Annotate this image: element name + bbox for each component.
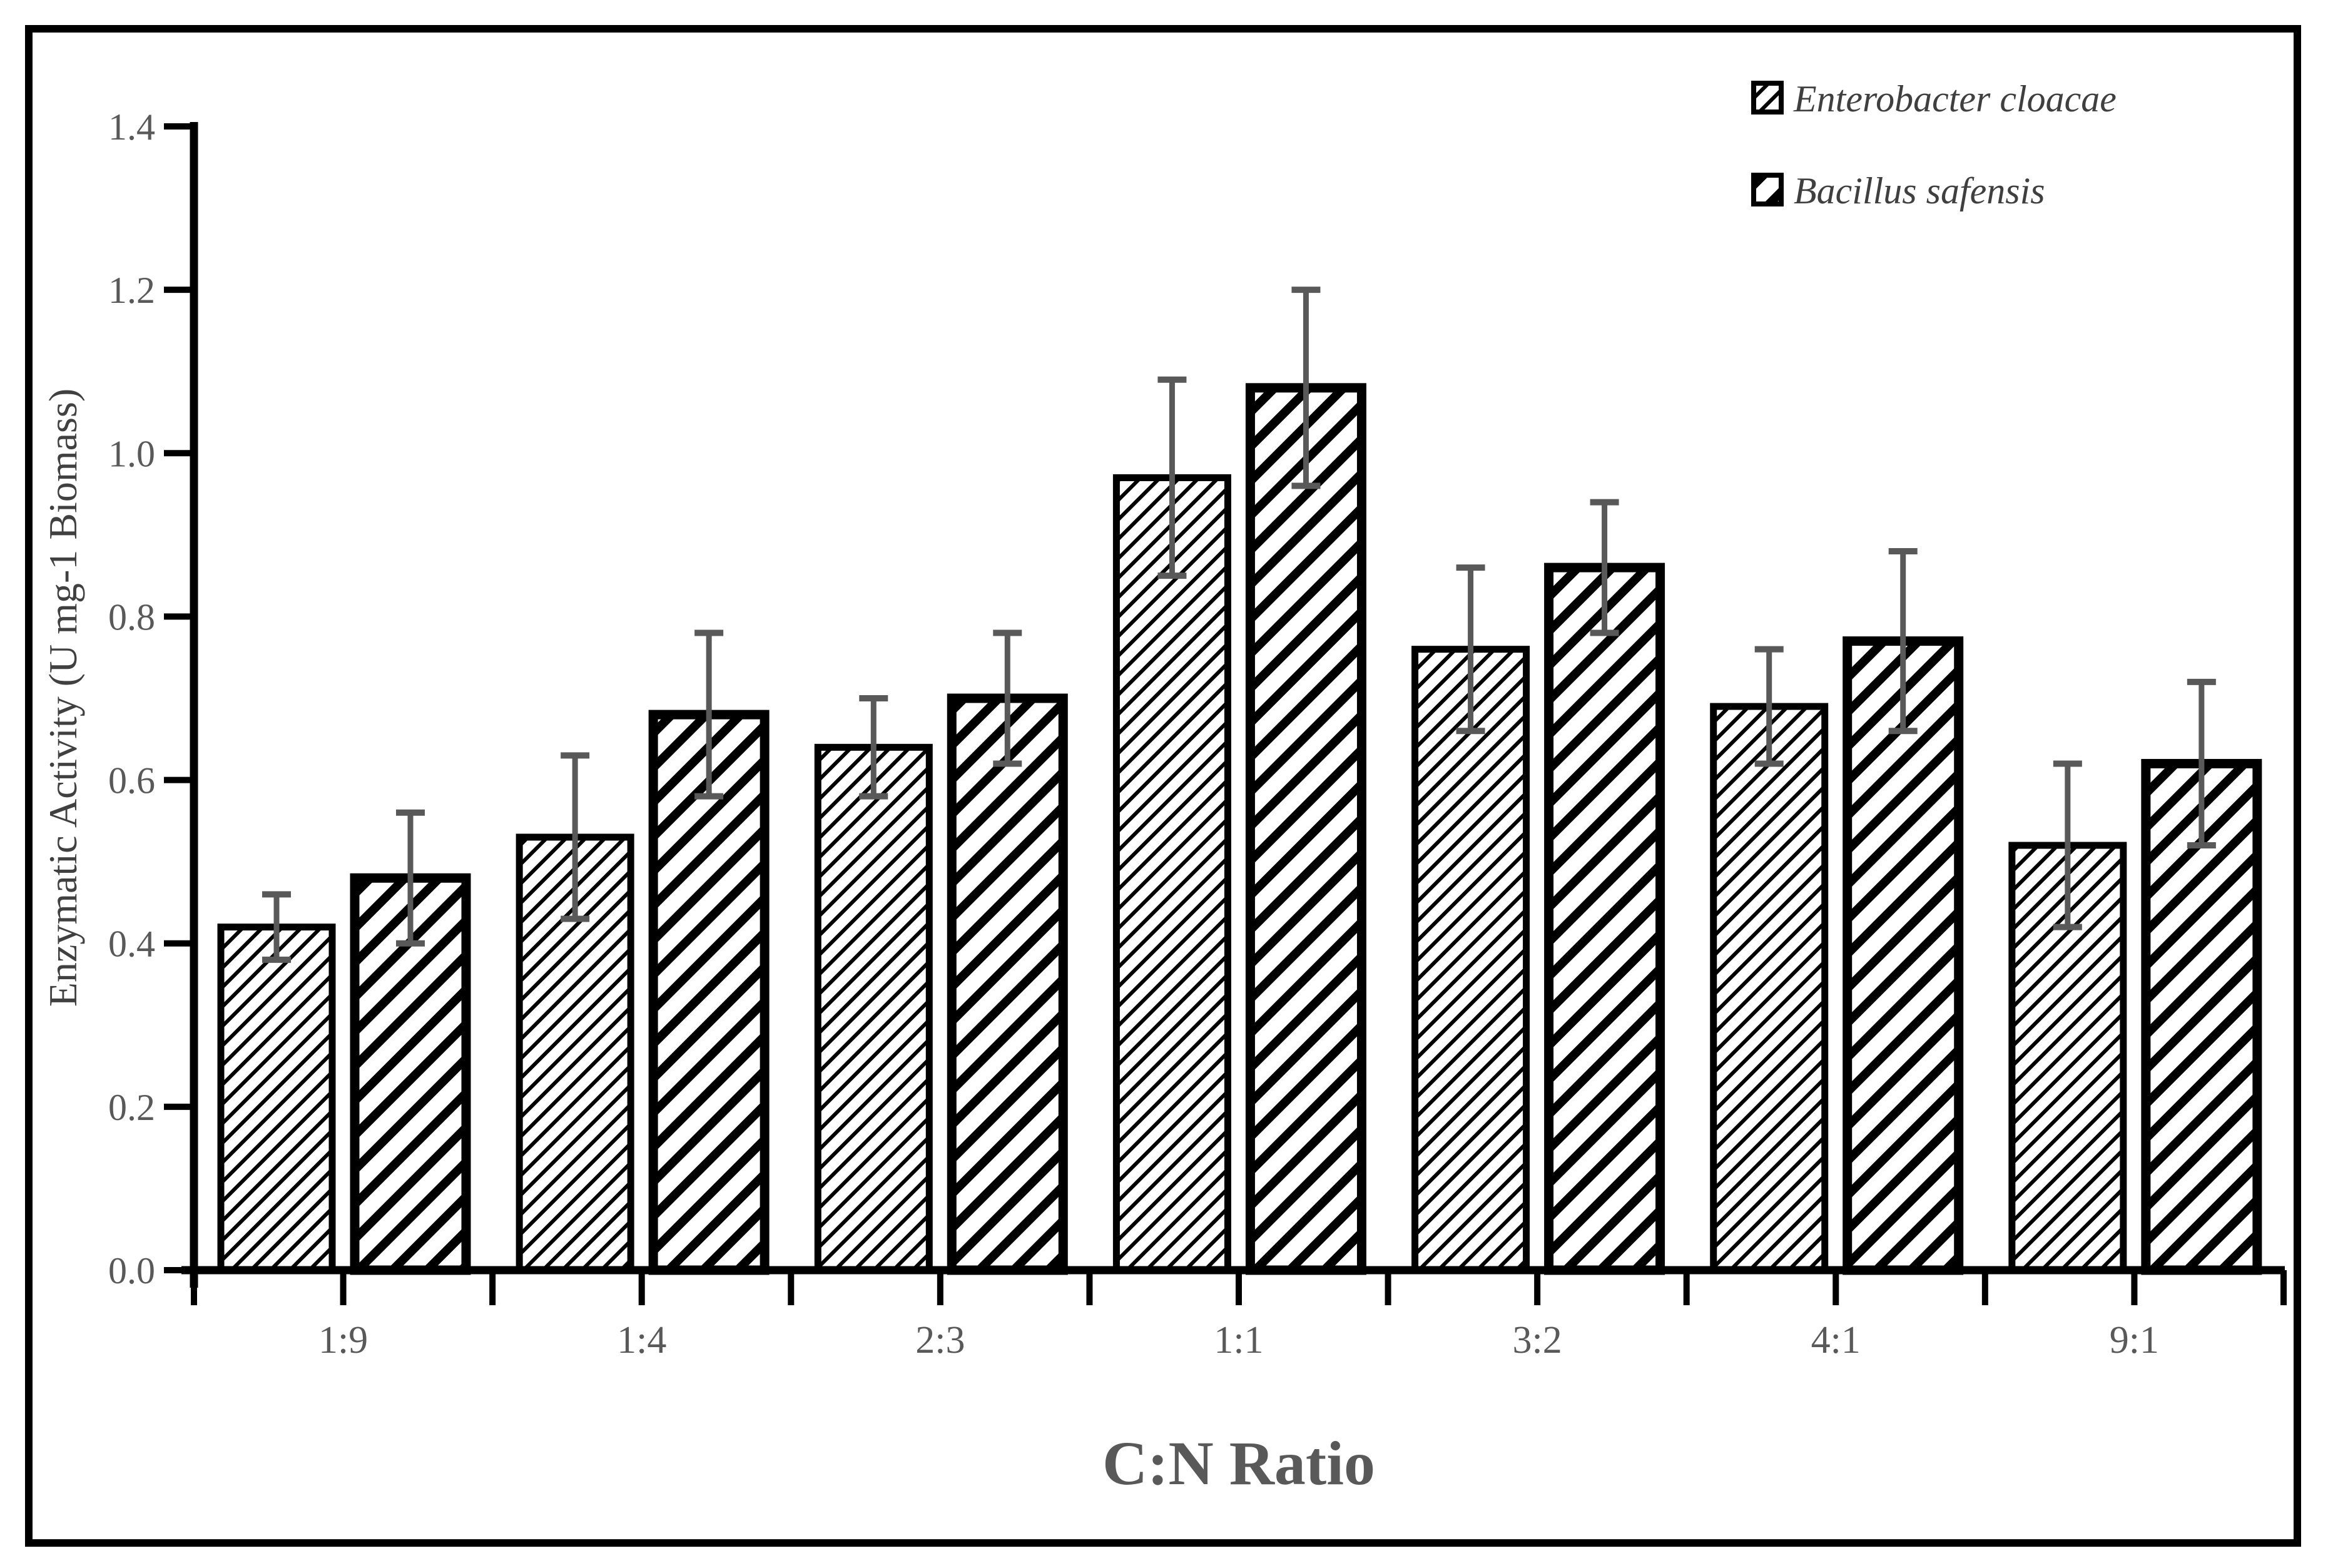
x-axis-title: C:N Ratio — [1102, 1428, 1375, 1498]
y-axis-title: Enzymatic Activity (U mg-1 Biomass) — [41, 389, 85, 1007]
bar-3:2-series1 — [1544, 563, 1665, 1275]
legend: Enterobacter cloacae Bacillus safensis — [1751, 78, 2117, 211]
legend-item-enterobacter: Enterobacter cloacae — [1751, 78, 2117, 120]
axes-group: 0.0 0.2 0.4 0.6 0.8 1.0 1.2 1.4 1:9 1:4 2:3 1:1 3:2 4… — [108, 106, 2287, 1362]
bar-2:3-series1 — [947, 693, 1068, 1275]
bar-2:3-series0 — [814, 743, 933, 1274]
legend-item-bacillus: Bacillus safensis — [1751, 170, 2045, 211]
y-tick-label: 0.8 — [108, 596, 155, 638]
x-category-label: 1:9 — [318, 1319, 368, 1362]
legend-marker-fine-hatch-icon — [1751, 81, 1784, 115]
x-category-label: 1:4 — [617, 1319, 666, 1362]
bar-1:9-series0 — [217, 924, 336, 1274]
bar-4:1-series1 — [1843, 636, 1964, 1275]
error-bars-group — [262, 287, 2216, 963]
bar-4:1-series0 — [1710, 703, 1829, 1274]
y-tick-label: 1.0 — [108, 433, 155, 474]
y-tick-label: 0.4 — [108, 924, 155, 965]
legend-marker-wide-hatch-icon — [1751, 173, 1784, 206]
legend-label-enterobacter: Enterobacter cloacae — [1793, 78, 2117, 120]
x-category-label: 3:2 — [1513, 1319, 1562, 1362]
bar-3:2-series0 — [1411, 646, 1530, 1274]
y-tick-label: 0.0 — [108, 1250, 155, 1291]
y-tick-label: 1.2 — [108, 270, 155, 311]
x-category-label: 9:1 — [2110, 1319, 2159, 1362]
bar-series-group — [217, 383, 2262, 1275]
figure-border — [25, 25, 2301, 1547]
y-tick-label: 1.4 — [108, 106, 155, 148]
legend-label-bacillus: Bacillus safensis — [1794, 170, 2045, 211]
bar-1:1-series0 — [1112, 474, 1231, 1274]
x-category-label: 1:1 — [1214, 1319, 1263, 1362]
bar-1:1-series1 — [1245, 383, 1366, 1275]
x-category-label: 2:3 — [915, 1319, 965, 1362]
y-tick-label: 0.2 — [108, 1087, 155, 1128]
x-category-label: 4:1 — [1811, 1319, 1861, 1362]
y-tick-label: 0.6 — [108, 760, 155, 802]
